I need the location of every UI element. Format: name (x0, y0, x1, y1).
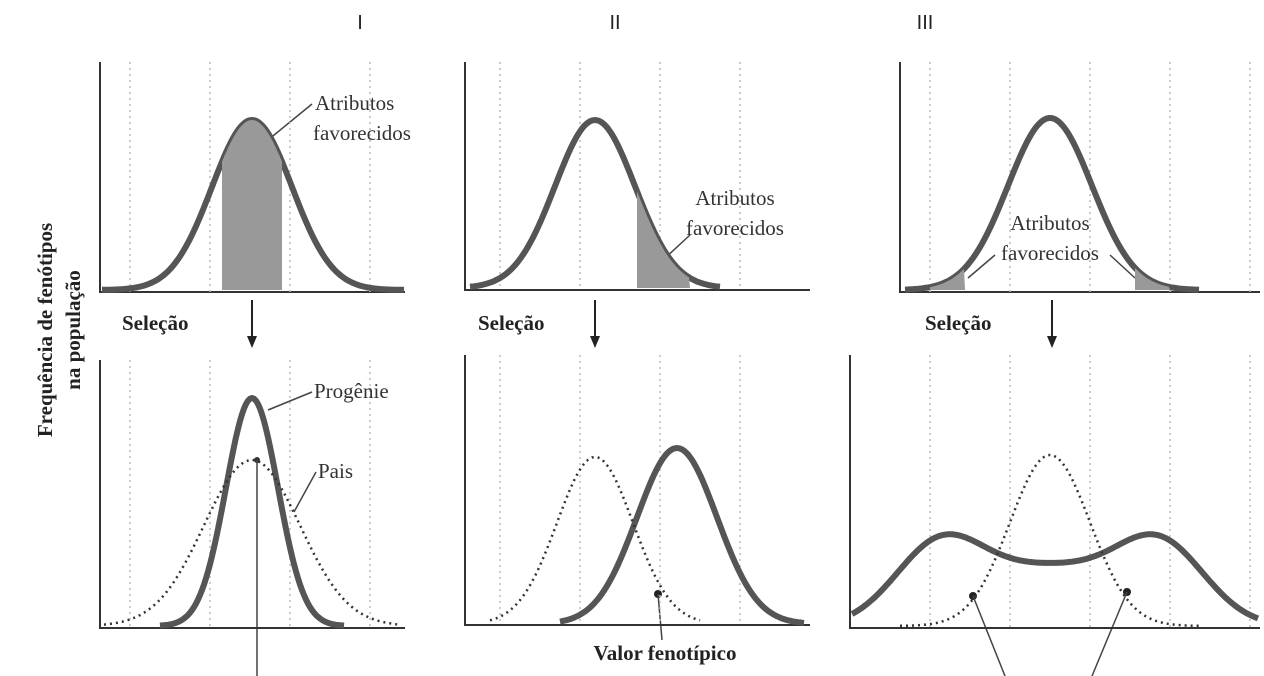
y-axis-label: Frequência de fenótipos (33, 223, 57, 437)
leader (1091, 591, 1128, 676)
selection-label: Seleção (122, 311, 188, 335)
column-label: II (609, 12, 620, 34)
favored-label: favorecidos (1001, 241, 1099, 265)
parents-label: Pais (318, 459, 353, 483)
parents-curve (900, 453, 1200, 628)
axis (99, 62, 405, 293)
x-axis-label: Valor fenotípico (594, 641, 737, 665)
offspring-curve (159, 394, 345, 629)
arrow-head (590, 336, 600, 348)
shaded-area (222, 120, 282, 290)
favored-label: Atributos (695, 186, 774, 210)
shaded-area (1135, 267, 1170, 290)
shaded-area (930, 268, 965, 290)
shaded-area (637, 191, 690, 288)
axis (464, 62, 810, 291)
column-label: III (917, 12, 934, 34)
favored-label: Atributos (315, 91, 394, 115)
offspring-curve (559, 445, 805, 626)
y-axis-label: na população (61, 270, 85, 390)
axis (899, 62, 1260, 293)
leader (1109, 254, 1136, 279)
leader (267, 391, 313, 411)
leader (972, 595, 1006, 676)
arrow-head (1047, 336, 1057, 348)
curve (469, 117, 721, 290)
column-label: I (357, 12, 363, 34)
axis (849, 355, 1260, 629)
parents-curve (103, 458, 401, 626)
selection-label: Seleção (478, 311, 544, 335)
parents-curve (489, 455, 701, 622)
leader (657, 593, 663, 641)
favored-label: Atributos (1010, 211, 1089, 235)
favored-label: favorecidos (313, 121, 411, 145)
axis (464, 355, 810, 626)
axis (99, 360, 405, 629)
leader (967, 254, 996, 279)
arrow-head (247, 336, 257, 348)
selection-label: Seleção (925, 311, 991, 335)
offspring-curve (850, 531, 1260, 622)
favored-label: favorecidos (686, 216, 784, 240)
leader (293, 471, 317, 513)
offspring-label: Progênie (314, 379, 389, 403)
